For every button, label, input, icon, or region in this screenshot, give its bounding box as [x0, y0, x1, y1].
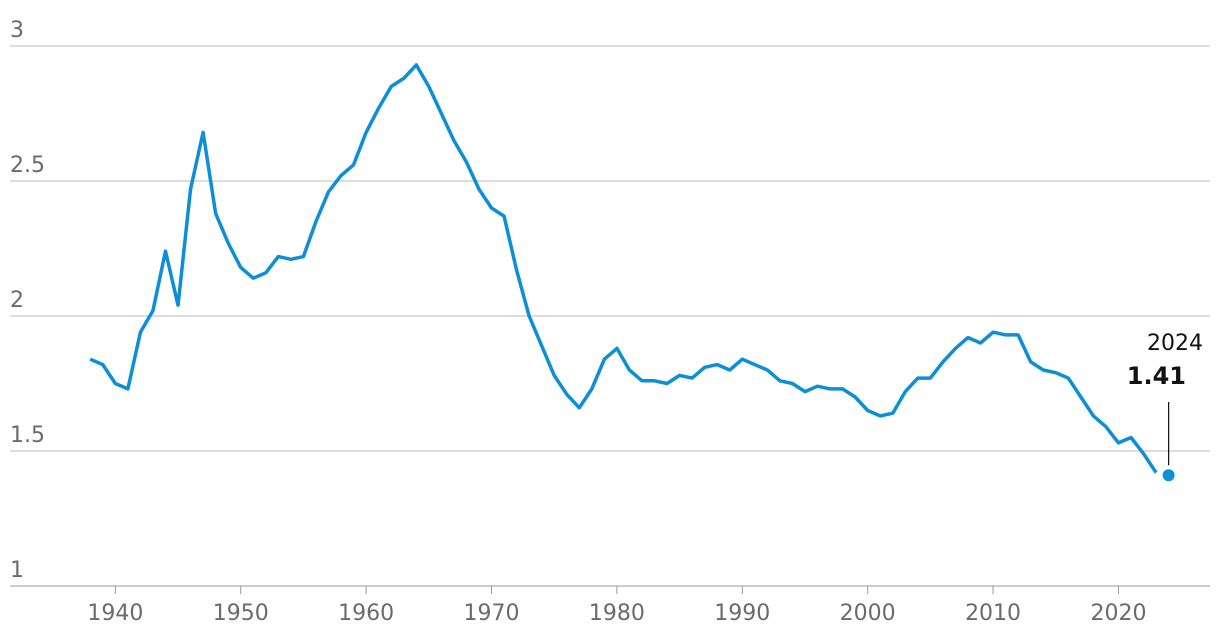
- annotation-year: 2024: [1147, 331, 1203, 356]
- x-tick-label: 1990: [714, 601, 770, 626]
- y-tick-label: 2: [10, 288, 24, 313]
- y-tick-label: 2.5: [10, 153, 45, 178]
- x-tick-label: 1940: [87, 601, 143, 626]
- data-line: [89, 63, 1158, 474]
- x-tick-label: 2020: [1090, 601, 1146, 626]
- x-tick-label: 1970: [464, 601, 520, 626]
- x-tick-label: 1950: [213, 601, 269, 626]
- y-tick-label: 3: [10, 18, 24, 43]
- y-tick-label: 1: [10, 558, 24, 583]
- x-tick-label: 1960: [338, 601, 394, 626]
- y-tick-label: 1.5: [10, 423, 45, 448]
- annotation-point: [1162, 469, 1175, 482]
- x-tick-label: 2010: [965, 601, 1021, 626]
- x-tick-label: 2000: [840, 601, 896, 626]
- x-tick-label: 1980: [589, 601, 645, 626]
- annotation-value: 1.41: [1127, 362, 1186, 390]
